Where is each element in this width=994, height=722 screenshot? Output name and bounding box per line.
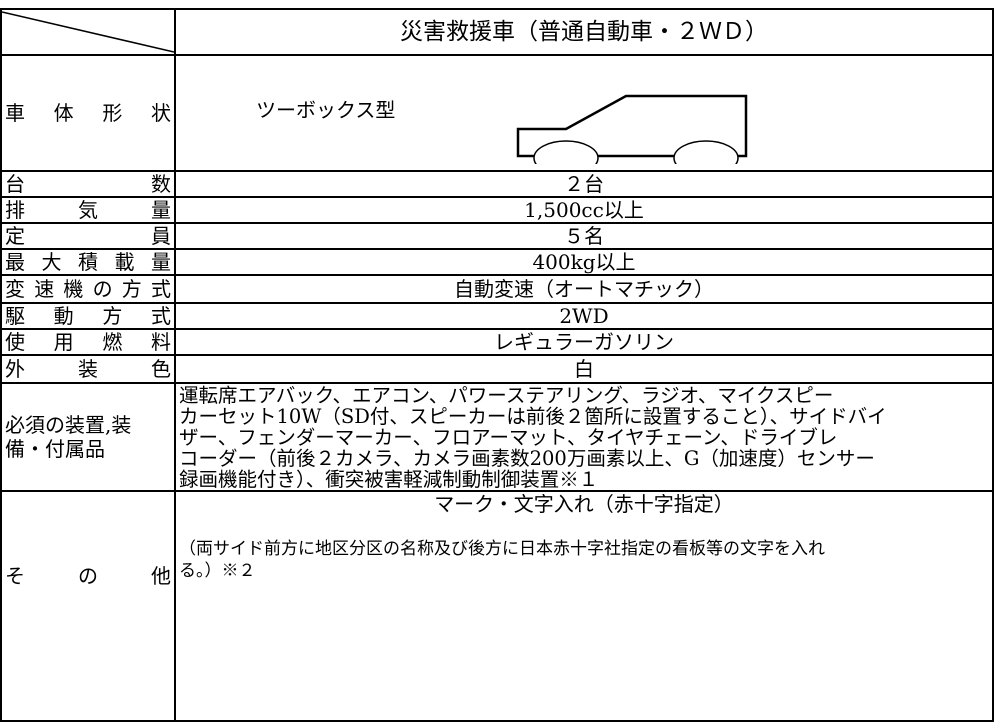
row-value: 2WD <box>174 302 994 330</box>
row-value: 運転席エアバック、エアコン、パワーステアリング、ラジオ、マイクスピー カーセット… <box>174 382 994 492</box>
row: 車体形状 ツーボックス型 <box>0 54 994 172</box>
mark-text: マーク・文字入れ（赤十字指定） <box>434 492 734 516</box>
row-value: ５名 <box>174 222 994 250</box>
row-label: 台数 <box>0 170 176 198</box>
text-line: 運転席エアバック、エアコン、パワーステアリング、ラジオ、マイクスピー <box>179 383 834 407</box>
row-value: 自動変速（オートマチック） <box>174 274 994 304</box>
row-label: 排気量 <box>0 196 176 224</box>
row-value: レギュラーガソリン <box>174 328 994 356</box>
row-label: 外装色 <box>0 354 176 384</box>
car-icon <box>516 94 748 164</box>
row-label: 車体形状 <box>0 54 176 172</box>
row-label: 使用燃料 <box>0 328 176 356</box>
row-label: その他 <box>0 490 176 722</box>
row: 定員 ５名 <box>0 222 994 250</box>
row-label: 駆動方式 <box>0 302 176 330</box>
diagonal-cell <box>0 8 176 56</box>
row: 台数 ２台 <box>0 170 994 198</box>
row: 排気量 1,500cc以上 <box>0 196 994 224</box>
row-value: 白 <box>174 354 994 384</box>
row: その他 マーク・文字入れ（赤十字指定） （両サイド前方に地区分区の名称及び後方に… <box>0 490 994 722</box>
body-type: ツーボックス型 <box>256 98 396 122</box>
row-label: 最大積載量 <box>0 248 176 276</box>
row: 使用燃料 レギュラーガソリン <box>0 328 994 356</box>
row-value: ツーボックス型 <box>174 54 994 172</box>
text-line: ザー、フェンダーマーカー、フロアーマット、タイヤチェーン、ドライブレ <box>179 425 838 449</box>
header-title: 災害救援車（普通自動車・２ＷＤ） <box>174 8 994 56</box>
spec-table: 災害救援車（普通自動車・２ＷＤ） 車体形状 ツーボックス型 台数 ２台 排気量 1,… <box>0 8 994 722</box>
row-value: 1,500cc以上 <box>174 196 994 224</box>
row-label: 必須の装置,装備・付属品 <box>0 382 176 492</box>
row-value: マーク・文字入れ（赤十字指定） （両サイド前方に地区分区の名称及び後方に日本赤十… <box>174 490 994 722</box>
diagonal <box>2 11 174 53</box>
text-line: カーセット10W（SD付、スピーカーは前後２箇所に設置すること）、サイドバイ <box>179 404 887 428</box>
row: 必須の装置,装備・付属品 運転席エアバック、エアコン、パワーステアリング、ラジオ… <box>0 382 994 492</box>
row-value: 400kg以上 <box>174 248 994 276</box>
text-line: る。）※２ <box>179 561 256 581</box>
row: 最大積載量 400kg以上 <box>0 248 994 276</box>
row: 変速機の方式 自動変速（オートマチック） <box>0 274 994 304</box>
text-line: （両サイド前方に地区分区の名称及び後方に日本赤十字社指定の看板等の文字を入れ <box>179 539 825 559</box>
row-label: 変速機の方式 <box>0 274 176 304</box>
row: 外装色白 <box>0 354 994 384</box>
row-label: 定員 <box>0 222 176 250</box>
text-line: 録画機能付き）、衝突被害軽減制動制御装置※１ <box>179 467 599 491</box>
header-row: 災害救援車（普通自動車・２ＷＤ） <box>0 8 994 56</box>
row: 駆動方式 2WD <box>0 302 994 330</box>
text-line: コーダー（前後２カメラ、カメラ画素数200万画素以上、G（加速度）センサー <box>179 446 875 470</box>
row-value: ２台 <box>174 170 994 198</box>
